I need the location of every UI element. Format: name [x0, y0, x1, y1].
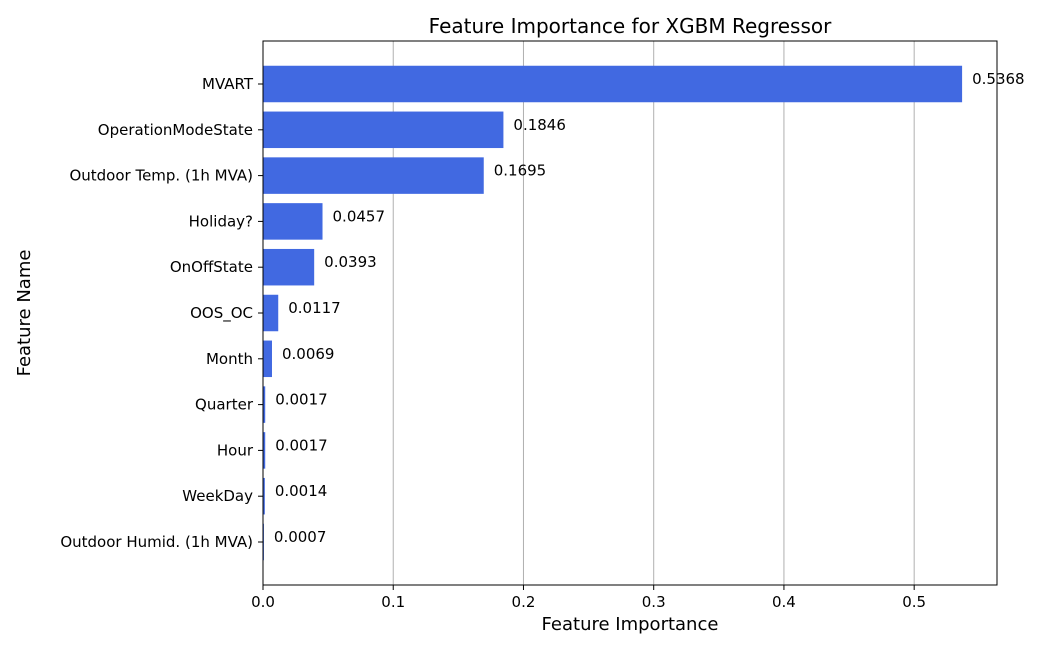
bars [263, 65, 963, 561]
bar-value-label: 0.1695 [494, 162, 546, 180]
value-labels: 0.5368 0.1846 0.1695 0.0457 0.0393 0.0117 0.00… [274, 70, 1025, 546]
bar [263, 65, 963, 103]
x-tick-label: 0.2 [512, 593, 536, 611]
y-axis-label: Feature Name [14, 250, 35, 377]
bar-value-label: 0.0117 [288, 299, 341, 317]
bar [263, 111, 504, 149]
bar [263, 294, 279, 332]
x-axis-label: Feature Importance [542, 614, 719, 635]
bar [263, 340, 272, 378]
x-tick-label: 0.4 [772, 593, 796, 611]
bar-value-label: 0.0014 [275, 482, 328, 500]
y-axis-ticks: MVART OperationModeState Outdoor Temp. (1h… [60, 75, 263, 551]
grid-lines [392, 41, 915, 585]
y-tick-label: MVART [202, 75, 254, 93]
bar [263, 386, 266, 423]
plot-frame [262, 40, 998, 586]
y-tick-label: Quarter [195, 396, 254, 414]
bar-value-label: 0.0069 [282, 345, 335, 363]
bar-value-label: 0.1846 [513, 116, 566, 134]
y-tick-label: OOS_OC [190, 304, 253, 323]
chart-title: Feature Importance for XGBM Regressor [429, 14, 832, 38]
bar [263, 432, 266, 469]
x-axis-ticks: 0.0 0.1 0.2 0.3 0.4 0.5 [251, 585, 926, 611]
bar-value-label: 0.0007 [274, 528, 327, 546]
bar-value-label: 0.0017 [275, 391, 328, 409]
y-tick-label: Outdoor Humid. (1h MVA) [60, 533, 253, 551]
bar [263, 157, 484, 194]
y-tick-label: Month [206, 350, 253, 368]
y-tick-label: Hour [217, 441, 254, 459]
bar-value-label: 0.0017 [275, 436, 328, 454]
y-tick-label: Holiday? [189, 212, 253, 230]
y-tick-label: Outdoor Temp. (1h MVA) [69, 167, 253, 185]
bar-value-label: 0.0393 [324, 253, 377, 271]
x-tick-label: 0.1 [381, 593, 405, 611]
y-tick-label: OnOffState [170, 258, 253, 276]
bar-value-label: 0.5368 [972, 70, 1024, 88]
x-tick-label: 0.0 [251, 593, 275, 611]
y-tick-label: WeekDay [182, 487, 253, 505]
x-tick-label: 0.5 [902, 593, 926, 611]
bar [263, 203, 323, 240]
bar [263, 477, 265, 515]
x-tick-label: 0.3 [642, 593, 666, 611]
y-tick-label: OperationModeState [98, 121, 253, 139]
bar [263, 248, 315, 286]
bar-value-label: 0.0457 [333, 207, 386, 225]
